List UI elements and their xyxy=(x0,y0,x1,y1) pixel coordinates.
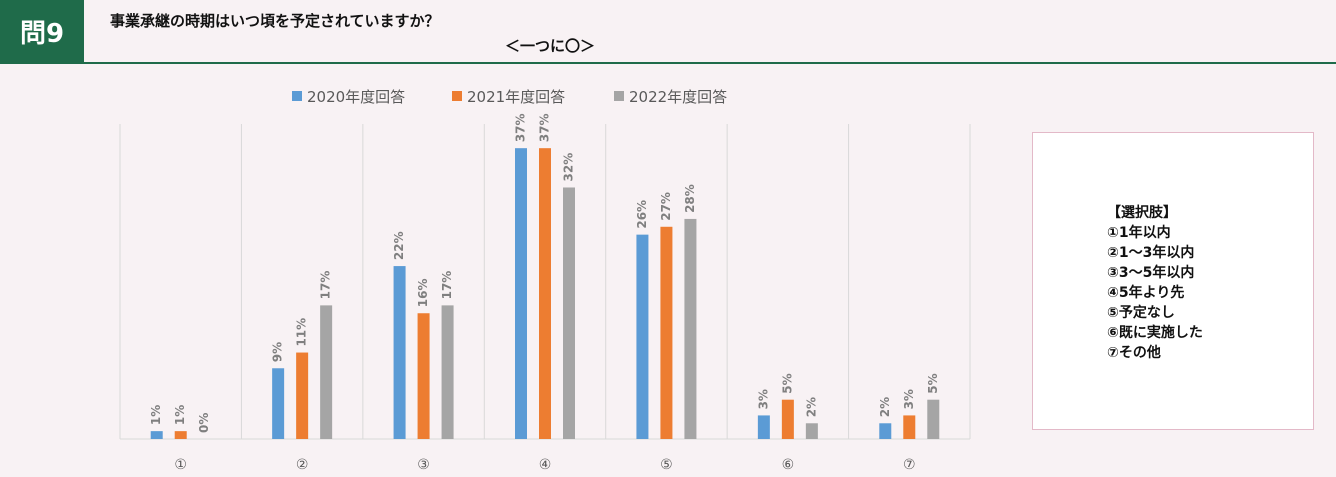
option-item-6: ⑥既に実施した xyxy=(1107,325,1203,341)
data-label: 22% xyxy=(392,231,406,260)
bar xyxy=(320,305,333,439)
bar xyxy=(636,234,649,439)
options-box: 【選択肢】 ①1年以内 ②1～3年以内 ③3～5年以内 ④5年より先 ⑤予定なし… xyxy=(1032,132,1314,430)
data-label: 5% xyxy=(926,373,940,393)
data-label: 16% xyxy=(416,279,430,308)
bar xyxy=(903,415,916,439)
x-tick-label: ⑦ xyxy=(903,457,916,473)
option-item-2: ②1～3年以内 xyxy=(1107,245,1195,261)
bar xyxy=(441,305,454,439)
data-label: 3% xyxy=(756,389,770,409)
legend-label: 2020年度回答 xyxy=(307,88,405,106)
bar xyxy=(805,423,818,439)
data-label: 37% xyxy=(514,113,528,142)
bar xyxy=(539,148,551,439)
options-heading: 【選択肢】 xyxy=(1107,205,1177,221)
bar xyxy=(660,226,673,439)
question-header: 問9 事業承継の時期はいつ頃を予定されていますか？ ＜一つに〇＞ xyxy=(0,0,1336,64)
bar xyxy=(174,431,187,439)
data-label: 32% xyxy=(562,153,576,182)
data-label: 5% xyxy=(780,373,794,393)
x-tick-label: ⑥ xyxy=(782,457,795,473)
data-label: 27% xyxy=(659,192,673,221)
bar xyxy=(417,313,430,439)
legend-swatch xyxy=(614,91,624,101)
data-label: 17% xyxy=(319,271,333,300)
bar xyxy=(150,431,163,439)
bar xyxy=(563,187,575,439)
legend-swatch xyxy=(292,91,302,101)
data-label: 11% xyxy=(295,318,309,347)
data-label: 1% xyxy=(149,405,163,425)
legend-label: 2022年度回答 xyxy=(629,88,727,106)
bar xyxy=(272,368,285,439)
data-label: 3% xyxy=(902,389,916,409)
x-tick-label: ② xyxy=(296,457,309,473)
bar xyxy=(781,399,794,439)
bar xyxy=(393,266,406,439)
x-tick-label: ① xyxy=(174,457,187,473)
question-title: 事業承継の時期はいつ頃を予定されていますか？ xyxy=(110,12,440,30)
data-label: 37% xyxy=(538,113,552,142)
option-item-7: ⑦その他 xyxy=(1107,345,1161,361)
data-label: 1% xyxy=(173,405,187,425)
option-item-4: ④5年より先 xyxy=(1107,285,1185,301)
x-tick-label: ③ xyxy=(417,457,430,473)
bar xyxy=(879,423,892,439)
option-item-5: ⑤予定なし xyxy=(1107,305,1175,321)
data-label: 26% xyxy=(635,200,649,229)
bar xyxy=(296,352,309,439)
option-item-1: ①1年以内 xyxy=(1107,225,1171,241)
question-number-badge: 問9 xyxy=(0,0,84,62)
legend-swatch xyxy=(452,91,462,101)
legend-label: 2021年度回答 xyxy=(467,88,565,106)
data-label: 28% xyxy=(683,184,697,213)
bar xyxy=(515,148,527,439)
bar xyxy=(927,399,940,439)
data-label: 0% xyxy=(197,413,211,433)
bar-chart: 2020年度回答 2021年度回答 2022年度回答 1% 1% 0% ① 9% 11% 17% ②… xyxy=(119,88,971,473)
data-label: 9% xyxy=(271,342,285,362)
data-label: 2% xyxy=(878,397,892,417)
bar xyxy=(757,415,770,439)
x-tick-label: ④ xyxy=(539,457,552,473)
options-list: 【選択肢】 ①1年以内 ②1～3年以内 ③3～5年以内 ④5年より先 ⑤予定なし… xyxy=(1107,203,1203,363)
data-label: 17% xyxy=(440,271,454,300)
question-instruction: ＜一つに〇＞ xyxy=(505,37,596,55)
option-item-3: ③3～5年以内 xyxy=(1107,265,1195,281)
data-label: 2% xyxy=(804,397,818,417)
x-tick-label: ⑤ xyxy=(660,457,673,473)
bar xyxy=(684,218,697,439)
